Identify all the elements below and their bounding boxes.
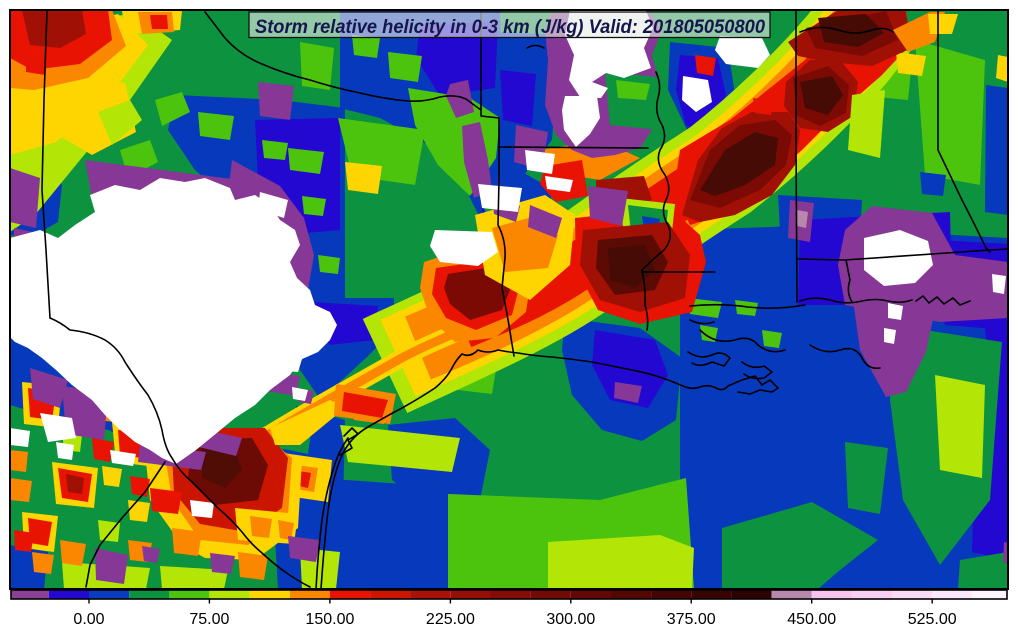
svg-text:Storm relative helicity in 0-3: Storm relative helicity in 0-3 km (J/kg)… <box>255 17 765 38</box>
svg-text:75.00: 75.00 <box>189 611 229 628</box>
svg-text:0.00: 0.00 <box>73 611 104 628</box>
svg-text:300.00: 300.00 <box>546 611 595 628</box>
svg-text:450.00: 450.00 <box>787 611 836 628</box>
svg-text:375.00: 375.00 <box>667 611 716 628</box>
svg-text:150.00: 150.00 <box>305 611 354 628</box>
svg-text:225.00: 225.00 <box>426 611 475 628</box>
svg-text:525.00: 525.00 <box>908 611 957 628</box>
